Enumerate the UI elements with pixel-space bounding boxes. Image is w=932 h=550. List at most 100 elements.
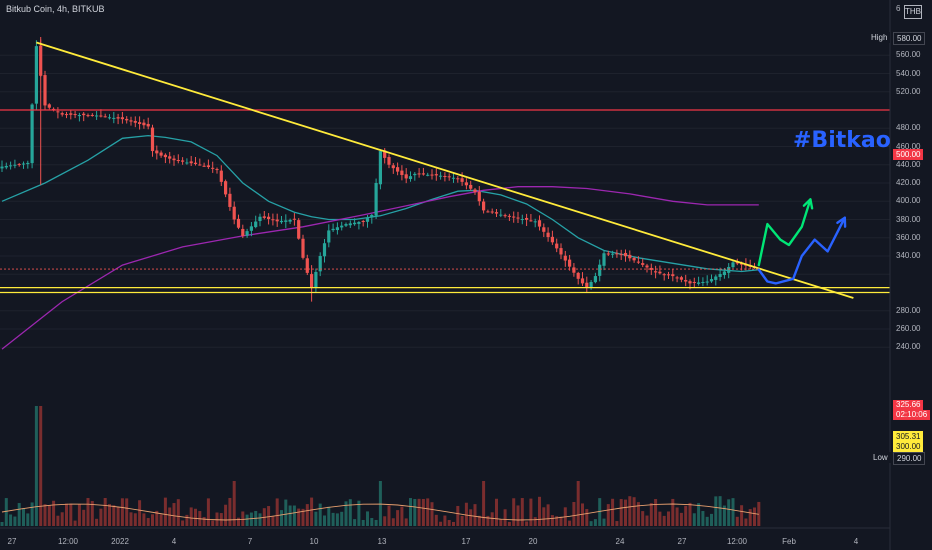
candle-body — [490, 211, 494, 213]
volume-bar — [353, 519, 357, 526]
volume-bar — [602, 518, 606, 526]
candle-body — [550, 236, 554, 243]
price-tick-label: 440.00 — [896, 159, 921, 169]
moving-averages — [1, 134, 759, 521]
candle-body — [383, 150, 387, 158]
candle-body — [615, 253, 619, 255]
candle-body — [241, 228, 245, 236]
candle-body — [284, 220, 288, 222]
green-projection-arrow-head — [802, 198, 814, 210]
candle-body — [606, 253, 610, 255]
candle-body — [460, 178, 464, 182]
volume-bar — [26, 513, 30, 526]
volume-bar — [267, 506, 271, 526]
candle-body — [275, 219, 279, 222]
time-tick-label: 27 — [7, 537, 17, 546]
ma-fast-line — [1, 134, 759, 273]
volume-bar — [374, 519, 378, 526]
volume-bar — [181, 520, 185, 526]
candle-body — [662, 274, 666, 276]
candle-body — [120, 117, 124, 120]
candle-body — [408, 176, 413, 180]
candle-body — [361, 220, 365, 222]
candle-body — [623, 252, 628, 257]
candle-body — [636, 261, 640, 263]
candle-body — [4, 165, 8, 168]
candle-body — [619, 254, 623, 256]
candle-body — [735, 262, 739, 264]
volume-bar — [297, 508, 301, 526]
volume-bar — [159, 514, 163, 526]
chart-drawings[interactable] — [0, 41, 890, 299]
candle-body — [193, 162, 198, 164]
volume-bar — [142, 513, 146, 526]
candle-body — [675, 277, 679, 279]
volume-bar — [292, 505, 296, 526]
volume-bar — [628, 496, 632, 526]
volume-bar — [568, 520, 572, 526]
volume-bar — [542, 507, 546, 526]
candle-body — [628, 254, 632, 259]
currency-selector[interactable]: THB — [904, 5, 922, 19]
volume-bar — [486, 515, 490, 526]
chart-grid — [0, 54, 890, 348]
candle-body — [697, 282, 701, 284]
candle-body — [305, 258, 309, 273]
time-tick-label: 12:00 — [726, 537, 748, 546]
volume-bar — [116, 506, 120, 526]
volume-bar — [718, 496, 722, 526]
green-projection-arrow-path — [757, 198, 812, 267]
volume-bar — [112, 505, 116, 526]
candle-body — [335, 227, 339, 231]
candle-body — [718, 274, 722, 277]
high-price-tag: 580.00 — [893, 32, 926, 45]
symbol-title[interactable]: Bitkub Coin, 4h, BITKUB — [6, 4, 105, 14]
volume-bar — [503, 509, 507, 526]
price-tick-label: 260.00 — [896, 324, 921, 333]
volume-bar — [224, 504, 228, 526]
candle-body — [288, 219, 292, 222]
volume-bar — [125, 498, 129, 526]
candle-body — [494, 212, 499, 214]
volume-bar — [611, 498, 615, 526]
volume-bar — [520, 498, 524, 526]
volume-bar — [400, 506, 404, 526]
volume-bar — [155, 510, 159, 526]
volume-bar — [731, 498, 735, 526]
time-tick-label: 7 — [247, 537, 253, 546]
candle-body — [64, 114, 69, 116]
candle-body — [533, 221, 537, 223]
volume-bar — [77, 504, 81, 526]
candle-body — [602, 253, 606, 266]
volume-bar — [710, 513, 713, 526]
volume-bar — [671, 498, 675, 526]
volume-bar — [361, 519, 365, 526]
volume-bar — [237, 517, 240, 526]
time-tick-label: 10 — [309, 537, 319, 546]
candle-body — [69, 113, 73, 115]
candle-body — [451, 177, 456, 179]
volume-bar — [318, 503, 322, 526]
volume-bar — [748, 509, 752, 526]
candle-body — [211, 167, 215, 169]
volume-bar — [624, 499, 627, 526]
candle-body — [254, 221, 258, 228]
candle-body — [133, 120, 137, 123]
volume-bar — [17, 503, 21, 526]
candle-body — [271, 219, 275, 221]
volume-bar — [310, 497, 314, 526]
time-tick-label: 17 — [461, 537, 471, 546]
volume-bar — [692, 513, 696, 526]
time-tick-label: 20 — [528, 537, 538, 546]
volume-bar — [366, 511, 369, 526]
candle-body — [163, 154, 167, 158]
blue-projection-arrow-head — [836, 216, 847, 228]
volume-bar — [753, 507, 756, 526]
volume-bar — [9, 514, 13, 526]
candle-body — [473, 189, 477, 193]
candle-body — [206, 165, 210, 168]
volume-bar — [275, 498, 279, 526]
candle-body — [9, 165, 13, 167]
candle-body — [43, 75, 47, 106]
